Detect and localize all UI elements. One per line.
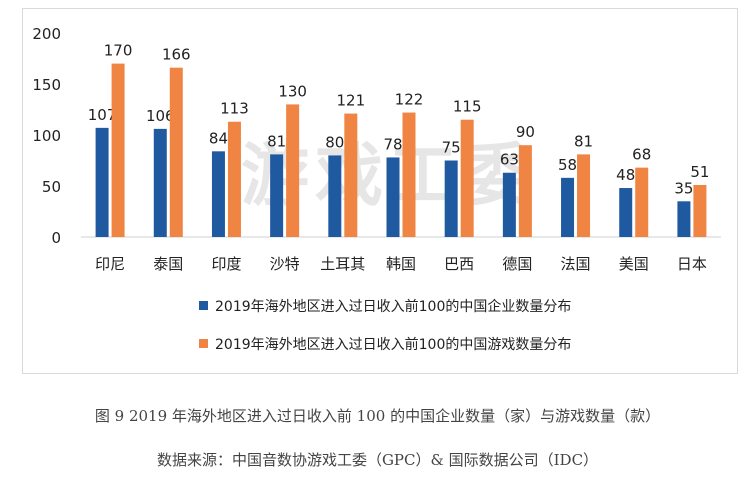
bar-enterprises (95, 127, 109, 237)
bar-games (286, 104, 300, 238)
legend-swatch-games (199, 339, 208, 348)
y-tick-label: 100 (32, 127, 61, 145)
bar-games (518, 145, 532, 237)
bar-games (577, 154, 591, 237)
data-label-games: 170 (104, 42, 133, 60)
x-tick-label: 美国 (619, 255, 649, 273)
y-tick-label: 150 (32, 76, 61, 94)
bar-enterprises (153, 128, 167, 237)
chart-frame: 050100150200游戏工委107170印尼106166泰国84113印度8… (22, 8, 738, 374)
x-tick-label: 印尼 (95, 255, 125, 273)
data-label-games: 51 (690, 163, 709, 181)
legend-label-enterprises: 2019年海外地区进入过日收入前100的中国企业数量分布 (215, 298, 571, 315)
data-label-enterprises: 48 (616, 166, 635, 184)
bar-games (111, 63, 125, 237)
bar-enterprises (619, 188, 633, 237)
bar-games (344, 113, 358, 237)
y-tick-label: 200 (32, 25, 61, 43)
bar-games (227, 121, 241, 237)
x-tick-label: 土耳其 (320, 255, 365, 273)
bar-enterprises (386, 157, 400, 237)
data-label-games: 68 (632, 146, 651, 164)
data-label-enterprises: 75 (442, 139, 461, 157)
data-label-games: 166 (162, 46, 191, 64)
data-label-games: 113 (220, 100, 249, 118)
bar-games (460, 119, 474, 237)
data-label-enterprises: 78 (383, 135, 402, 153)
legend-swatch-enterprises (199, 301, 208, 310)
data-label-enterprises: 107 (88, 106, 117, 124)
bar-enterprises (211, 151, 225, 237)
data-label-games: 115 (453, 98, 482, 116)
bar-enterprises (444, 160, 458, 237)
figure-caption: 图 9 2019 年海外地区进入过日收入前 100 的中国企业数量（家）与游戏数… (94, 407, 661, 425)
bar-enterprises (270, 154, 284, 237)
bar-games (169, 67, 183, 238)
x-tick-label: 法国 (561, 255, 591, 273)
data-label-games: 122 (395, 91, 424, 109)
y-tick-label: 0 (51, 229, 61, 247)
bar-enterprises (677, 201, 691, 237)
bar-games (635, 167, 649, 237)
x-tick-label: 泰国 (153, 255, 183, 273)
x-tick-label: 德国 (502, 255, 532, 273)
data-label-enterprises: 35 (674, 179, 693, 197)
bar-chart: 050100150200游戏工委107170印尼106166泰国84113印度8… (32, 25, 721, 353)
data-label-enterprises: 81 (267, 132, 286, 150)
data-label-enterprises: 58 (558, 156, 577, 174)
x-tick-label: 巴西 (444, 255, 474, 273)
data-label-enterprises: 84 (209, 129, 228, 147)
x-tick-label: 沙特 (270, 255, 300, 273)
data-label-enterprises: 80 (325, 133, 344, 151)
bar-games (402, 112, 416, 237)
data-label-enterprises: 106 (146, 107, 175, 125)
bar-enterprises (328, 155, 342, 237)
data-label-games: 81 (574, 132, 593, 150)
x-tick-label: 日本 (677, 255, 707, 273)
bar-enterprises (561, 177, 575, 237)
y-tick-label: 50 (42, 178, 61, 196)
data-source-note: 数据来源：中国音数协游戏工委（GPC）& 国际数据公司（IDC） (156, 451, 599, 469)
bar-games (693, 184, 707, 237)
legend-label-games: 2019年海外地区进入过日收入前100的中国游戏数量分布 (215, 336, 571, 353)
data-label-games: 90 (516, 123, 535, 141)
x-tick-label: 韩国 (386, 255, 416, 273)
data-label-games: 121 (336, 92, 365, 110)
data-label-enterprises: 63 (500, 151, 519, 169)
bar-enterprises (502, 172, 516, 237)
data-label-games: 130 (278, 82, 307, 100)
x-tick-label: 印度 (211, 255, 241, 273)
